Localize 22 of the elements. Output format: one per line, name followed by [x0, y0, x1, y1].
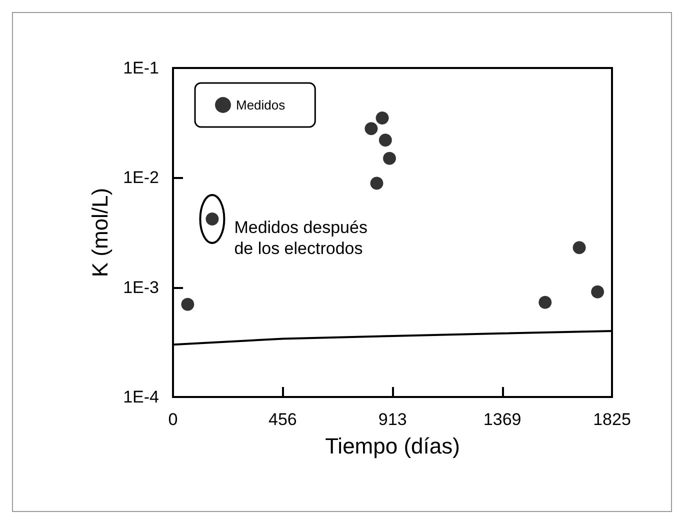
- point: [370, 176, 384, 190]
- x-tick-label: 456: [268, 410, 297, 429]
- point: [383, 152, 396, 165]
- x-tick-label: 913: [378, 410, 407, 429]
- point: [538, 296, 552, 309]
- x-tick-label: 0: [168, 410, 178, 429]
- point: [181, 298, 194, 311]
- y-tick-label: 1E-2: [123, 168, 159, 188]
- y-tick-label: 1E-3: [123, 278, 159, 297]
- point: [591, 285, 604, 298]
- point: [572, 241, 586, 254]
- y-tick-label: 1E-1: [123, 58, 159, 78]
- x-axis-title: Tiempo (días): [325, 434, 460, 458]
- x-tick-label: 1369: [483, 410, 522, 429]
- annotation: Medidos después de los electrodos: [234, 218, 368, 258]
- y-axis-title: K (mol/L): [88, 188, 112, 278]
- y-tick-label: 1E-4: [123, 388, 159, 406]
- point: [378, 134, 392, 147]
- x-tick-label: 1825: [593, 410, 631, 429]
- point: [364, 122, 378, 136]
- point: [376, 112, 389, 124]
- legend-label: Medidos: [236, 98, 286, 112]
